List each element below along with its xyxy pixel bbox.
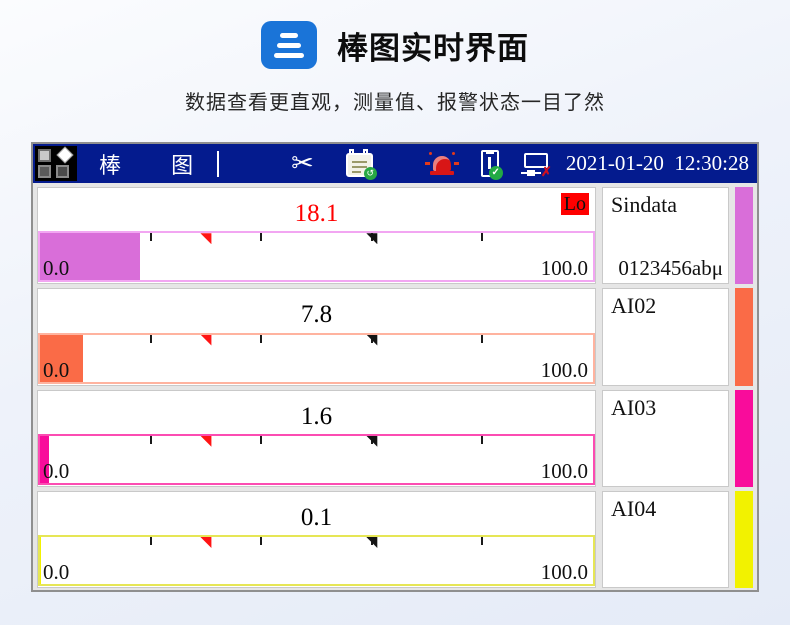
bar-box: 0.0 100.0 — [38, 535, 595, 586]
high-alarm-marker-icon — [366, 233, 378, 245]
scale-tick — [260, 435, 263, 444]
channel-color-strip — [735, 288, 753, 386]
scale-tick — [149, 334, 152, 343]
scale-tick — [481, 537, 484, 545]
channel-value: 1.6 — [300, 402, 333, 430]
scale-tick — [149, 435, 152, 444]
bar-fill — [40, 537, 41, 584]
scale-min-label: 0.0 — [43, 256, 70, 281]
bar-panel: 18.1 Lo 0.0 100.0 — [37, 187, 596, 285]
channel-color-strip — [735, 187, 753, 285]
device-screen-title: 棒 图 — [99, 152, 216, 178]
alarm-lamp-icon — [424, 151, 459, 177]
header-divider — [217, 150, 220, 177]
low-alarm-marker-icon — [200, 334, 212, 346]
scissors-icon[interactable]: ✂ — [291, 148, 314, 178]
datetime-display: 2021-01-20 12:30:28 — [565, 151, 749, 175]
bar-box: 0.0 100.0 — [38, 231, 595, 283]
channel-value: 0.1 — [300, 503, 333, 531]
bar-box: 0.0 100.0 — [38, 433, 595, 485]
menu-grid-icon[interactable] — [35, 146, 77, 181]
scale-min-label: 0.0 — [43, 357, 70, 382]
channel-row-ai03[interactable]: 1.6 0.0 100.0 AI03 — [37, 389, 753, 487]
scale-tick — [260, 334, 263, 343]
channel-row-ai02[interactable]: 7.8 0.0 100.0 AI02 — [37, 288, 753, 386]
high-alarm-marker-icon — [366, 334, 378, 346]
device-screenshot: 棒 图 ✂ ↺ ✓ ✗ 2021-01-20 12:30:28 18.1 Lo — [31, 142, 759, 592]
bar-panel: 7.8 0.0 100.0 — [37, 288, 596, 386]
channel-name-panel: AI02 — [602, 288, 729, 386]
page-subtitle: 数据查看更直观，测量值、报警状态一目了然 — [185, 92, 605, 114]
channel-row-ai04[interactable]: 0.1 0.0 100.0 AI04 — [37, 490, 753, 588]
scale-max-label: 100.0 — [540, 357, 588, 382]
bar-panel: 1.6 0.0 100.0 — [37, 389, 596, 487]
device-header: 棒 图 ✂ ↺ ✓ ✗ 2021-01-20 12:30:28 — [33, 144, 757, 183]
bar-graph-area: 18.1 Lo 0.0 100.0 Sindata 0123456abμ 7.8 — [33, 183, 757, 592]
channel-row-sindata[interactable]: 18.1 Lo 0.0 100.0 Sindata 0123456abμ — [37, 187, 753, 285]
channel-value: 18.1 — [294, 200, 339, 227]
scale-tick — [481, 334, 484, 343]
channel-name-panel: AI04 — [602, 490, 729, 588]
page-title: 棒图实时界面 — [337, 30, 529, 66]
three-lines-icon — [261, 21, 317, 69]
scale-max-label: 100.0 — [540, 458, 588, 483]
channel-name: AI03 — [611, 394, 657, 420]
channel-name: AI04 — [611, 495, 657, 521]
scale-tick — [149, 537, 152, 545]
low-alarm-marker-icon — [200, 537, 212, 548]
scale-tick — [481, 435, 484, 444]
scale-tick — [260, 537, 263, 545]
high-alarm-marker-icon — [366, 537, 378, 548]
alarm-status-badge: Lo — [560, 193, 589, 215]
channel-name: AI02 — [611, 293, 657, 319]
high-alarm-marker-icon — [366, 435, 378, 447]
scale-max-label: 100.0 — [540, 560, 588, 584]
bar-fill — [40, 334, 84, 382]
scale-max-label: 100.0 — [540, 256, 588, 281]
page-header: 棒图实时界面 — [0, 0, 790, 69]
scale-min-label: 0.0 — [43, 458, 70, 483]
bar-panel: 0.1 0.0 100.0 — [37, 490, 596, 588]
low-alarm-marker-icon — [200, 435, 212, 447]
usb-status-icon: ✓ — [480, 150, 503, 180]
bar-fill — [40, 435, 49, 483]
bar-box: 0.0 100.0 — [38, 332, 595, 384]
channel-color-strip — [735, 389, 753, 487]
channel-value: 7.8 — [300, 301, 333, 329]
network-status-icon: ✗ — [520, 151, 552, 179]
channel-name-panel: AI03 — [602, 389, 729, 487]
scale-tick — [260, 233, 263, 242]
low-alarm-marker-icon — [200, 233, 212, 245]
channel-color-strip — [735, 490, 753, 588]
scale-tick — [149, 233, 152, 242]
bar-fill — [40, 233, 141, 281]
scale-min-label: 0.0 — [43, 560, 70, 584]
channel-unit: 0123456abμ — [618, 256, 723, 281]
save-schedule-icon[interactable]: ↺ — [345, 148, 377, 180]
scale-tick — [481, 233, 484, 242]
channel-name: Sindata — [611, 192, 677, 217]
channel-name-panel: Sindata 0123456abμ — [602, 187, 729, 285]
